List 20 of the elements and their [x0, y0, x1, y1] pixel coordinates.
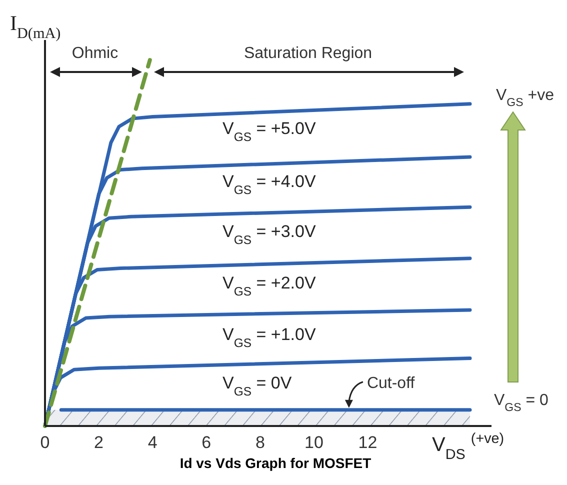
series-label: V$_{GS}$ = +1.0V — [222, 324, 316, 350]
x-tick-label: 10 — [304, 433, 324, 452]
annotation: Ohmic — [72, 45, 118, 62]
x-tick-label: 6 — [202, 433, 212, 452]
x-tick-label: 4 — [148, 433, 158, 452]
series-label: V$_{GS}$ = +5.0V — [222, 118, 316, 144]
series-label: V$_{GS}$ = +3.0V — [222, 222, 316, 248]
y-axis-title: I$_{D(mA)}$ — [10, 11, 61, 42]
annotation: Saturation Region — [244, 45, 372, 62]
text: V$_{GS}$ = 0 — [494, 392, 549, 414]
x-tick-label: 8 — [255, 433, 265, 452]
text: Id vs Vds Graph for MOSFET — [180, 455, 372, 471]
series-label: V$_{GS}$ = +4.0V — [222, 172, 316, 197]
series-label: V$_{GS}$ = 0V — [222, 373, 292, 398]
annotation: Cut-off — [366, 374, 416, 392]
text: V$_{GS}$ +ve — [496, 87, 554, 109]
x-tick-label: 12 — [358, 433, 378, 452]
x-tick-label: 2 — [94, 433, 104, 452]
x-tick-label: 0 — [40, 433, 50, 452]
series-label: V$_{GS}$ = +2.0V — [222, 273, 316, 298]
